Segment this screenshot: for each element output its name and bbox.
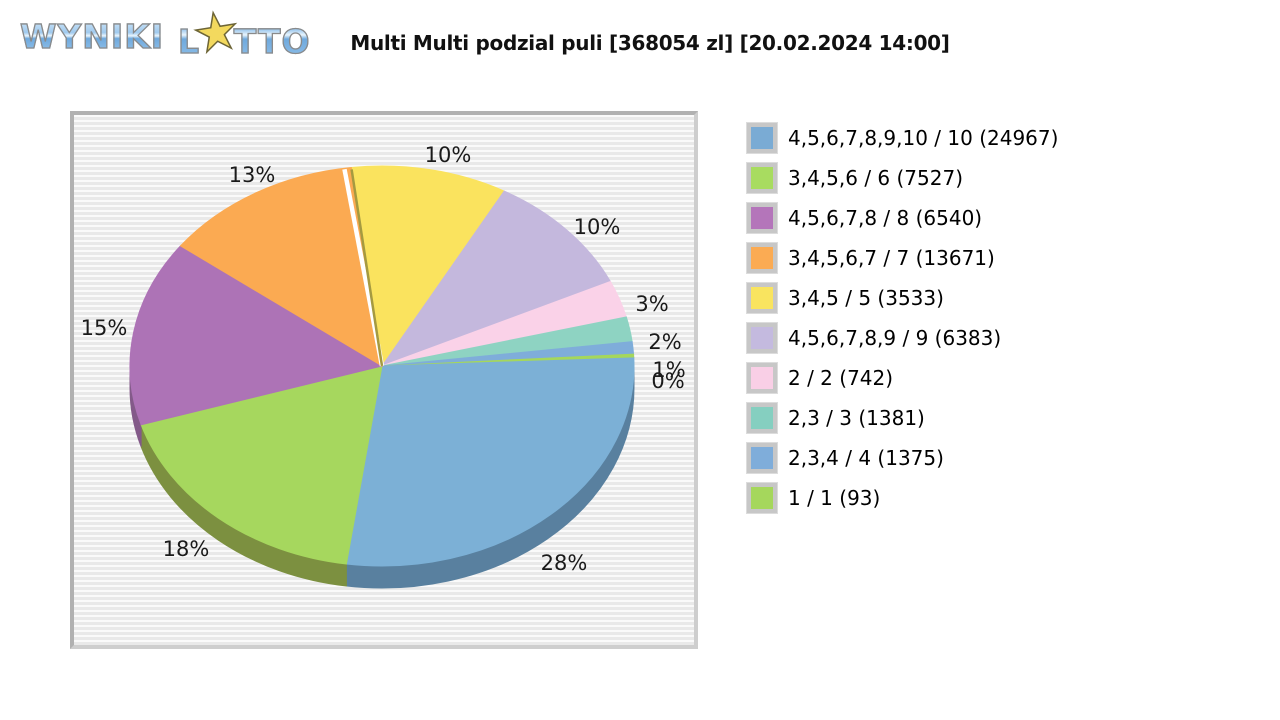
- legend-label: 4,5,6,7,8,9 / 9 (6383): [788, 326, 1002, 350]
- pie-percent-label: 10%: [574, 215, 621, 239]
- legend-item: 1 / 1 (93): [747, 478, 1058, 518]
- legend-swatch: [747, 203, 777, 233]
- legend-swatch: [747, 243, 777, 273]
- legend-swatch: [747, 403, 777, 433]
- pie-slice: [140, 365, 383, 565]
- legend-label: 3,4,5 / 5 (3533): [788, 286, 944, 310]
- legend-swatch: [747, 323, 777, 353]
- chart-title: Multi Multi podzial puli [368054 zl] [20…: [350, 31, 950, 55]
- legend-label: 4,5,6,7,8,9,10 / 10 (24967): [788, 126, 1059, 150]
- pie-percent-label: 13%: [229, 163, 276, 187]
- pie-percent-label: 18%: [163, 537, 210, 561]
- logo-letters-tto: TTO: [233, 22, 311, 61]
- legend-label: 2,3,4 / 4 (1375): [788, 446, 944, 470]
- wyniki-lotto-logo: WYNIKI L★TTO: [19, 0, 311, 67]
- pie-slice-edge: [350, 169, 384, 367]
- pie-slice: [129, 245, 384, 426]
- legend-item: 3,4,5 / 5 (3533): [747, 278, 1058, 318]
- pie-percent-label: 2%: [648, 330, 681, 354]
- logo-letter-l: L: [177, 22, 201, 61]
- legend-label: 2,3 / 3 (1381): [788, 406, 925, 430]
- legend-item: 3,4,5,6,7 / 7 (13671): [747, 238, 1058, 278]
- legend-swatch: [747, 163, 777, 193]
- legend-swatch: [747, 483, 777, 513]
- logo-word-lotto: L★TTO: [177, 0, 311, 67]
- legend-item: 2,3,4 / 4 (1375): [747, 438, 1058, 478]
- legend-label: 3,4,5,6 / 6 (7527): [788, 166, 964, 190]
- legend-item: 4,5,6,7,8,9 / 9 (6383): [747, 318, 1058, 358]
- legend: 4,5,6,7,8,9,10 / 10 (24967) 3,4,5,6 / 6 …: [747, 118, 1058, 518]
- pie-slice: [179, 166, 383, 367]
- pie-slice: [380, 190, 612, 368]
- logo-word-wyniki: WYNIKI: [19, 16, 165, 56]
- legend-item: 2 / 2 (742): [747, 358, 1058, 398]
- pie-percent-label: 0%: [651, 369, 684, 393]
- legend-swatch: [747, 283, 777, 313]
- pie-slice: [350, 165, 505, 368]
- legend-item: 4,5,6,7,8 / 8 (6540): [747, 198, 1058, 238]
- legend-item: 2,3 / 3 (1381): [747, 398, 1058, 438]
- legend-label: 1 / 1 (93): [788, 486, 881, 510]
- pie-percent-label: 10%: [425, 143, 472, 167]
- legend-label: 4,5,6,7,8 / 8 (6540): [788, 206, 983, 230]
- legend-swatch: [747, 123, 777, 153]
- pie-slice: [345, 357, 635, 567]
- pie-percent-label: 15%: [81, 316, 128, 340]
- legend-swatch: [747, 443, 777, 473]
- pie-percent-label: 1%: [652, 358, 685, 382]
- pie-percent-label: 28%: [541, 551, 588, 575]
- legend-label: 2 / 2 (742): [788, 366, 894, 390]
- legend-swatch: [747, 363, 777, 393]
- pie-percent-label: 3%: [635, 292, 668, 316]
- legend-item: 4,5,6,7,8,9,10 / 10 (24967): [747, 118, 1058, 158]
- legend-label: 3,4,5,6,7 / 7 (13671): [788, 246, 995, 270]
- legend-item: 3,4,5,6 / 6 (7527): [747, 158, 1058, 198]
